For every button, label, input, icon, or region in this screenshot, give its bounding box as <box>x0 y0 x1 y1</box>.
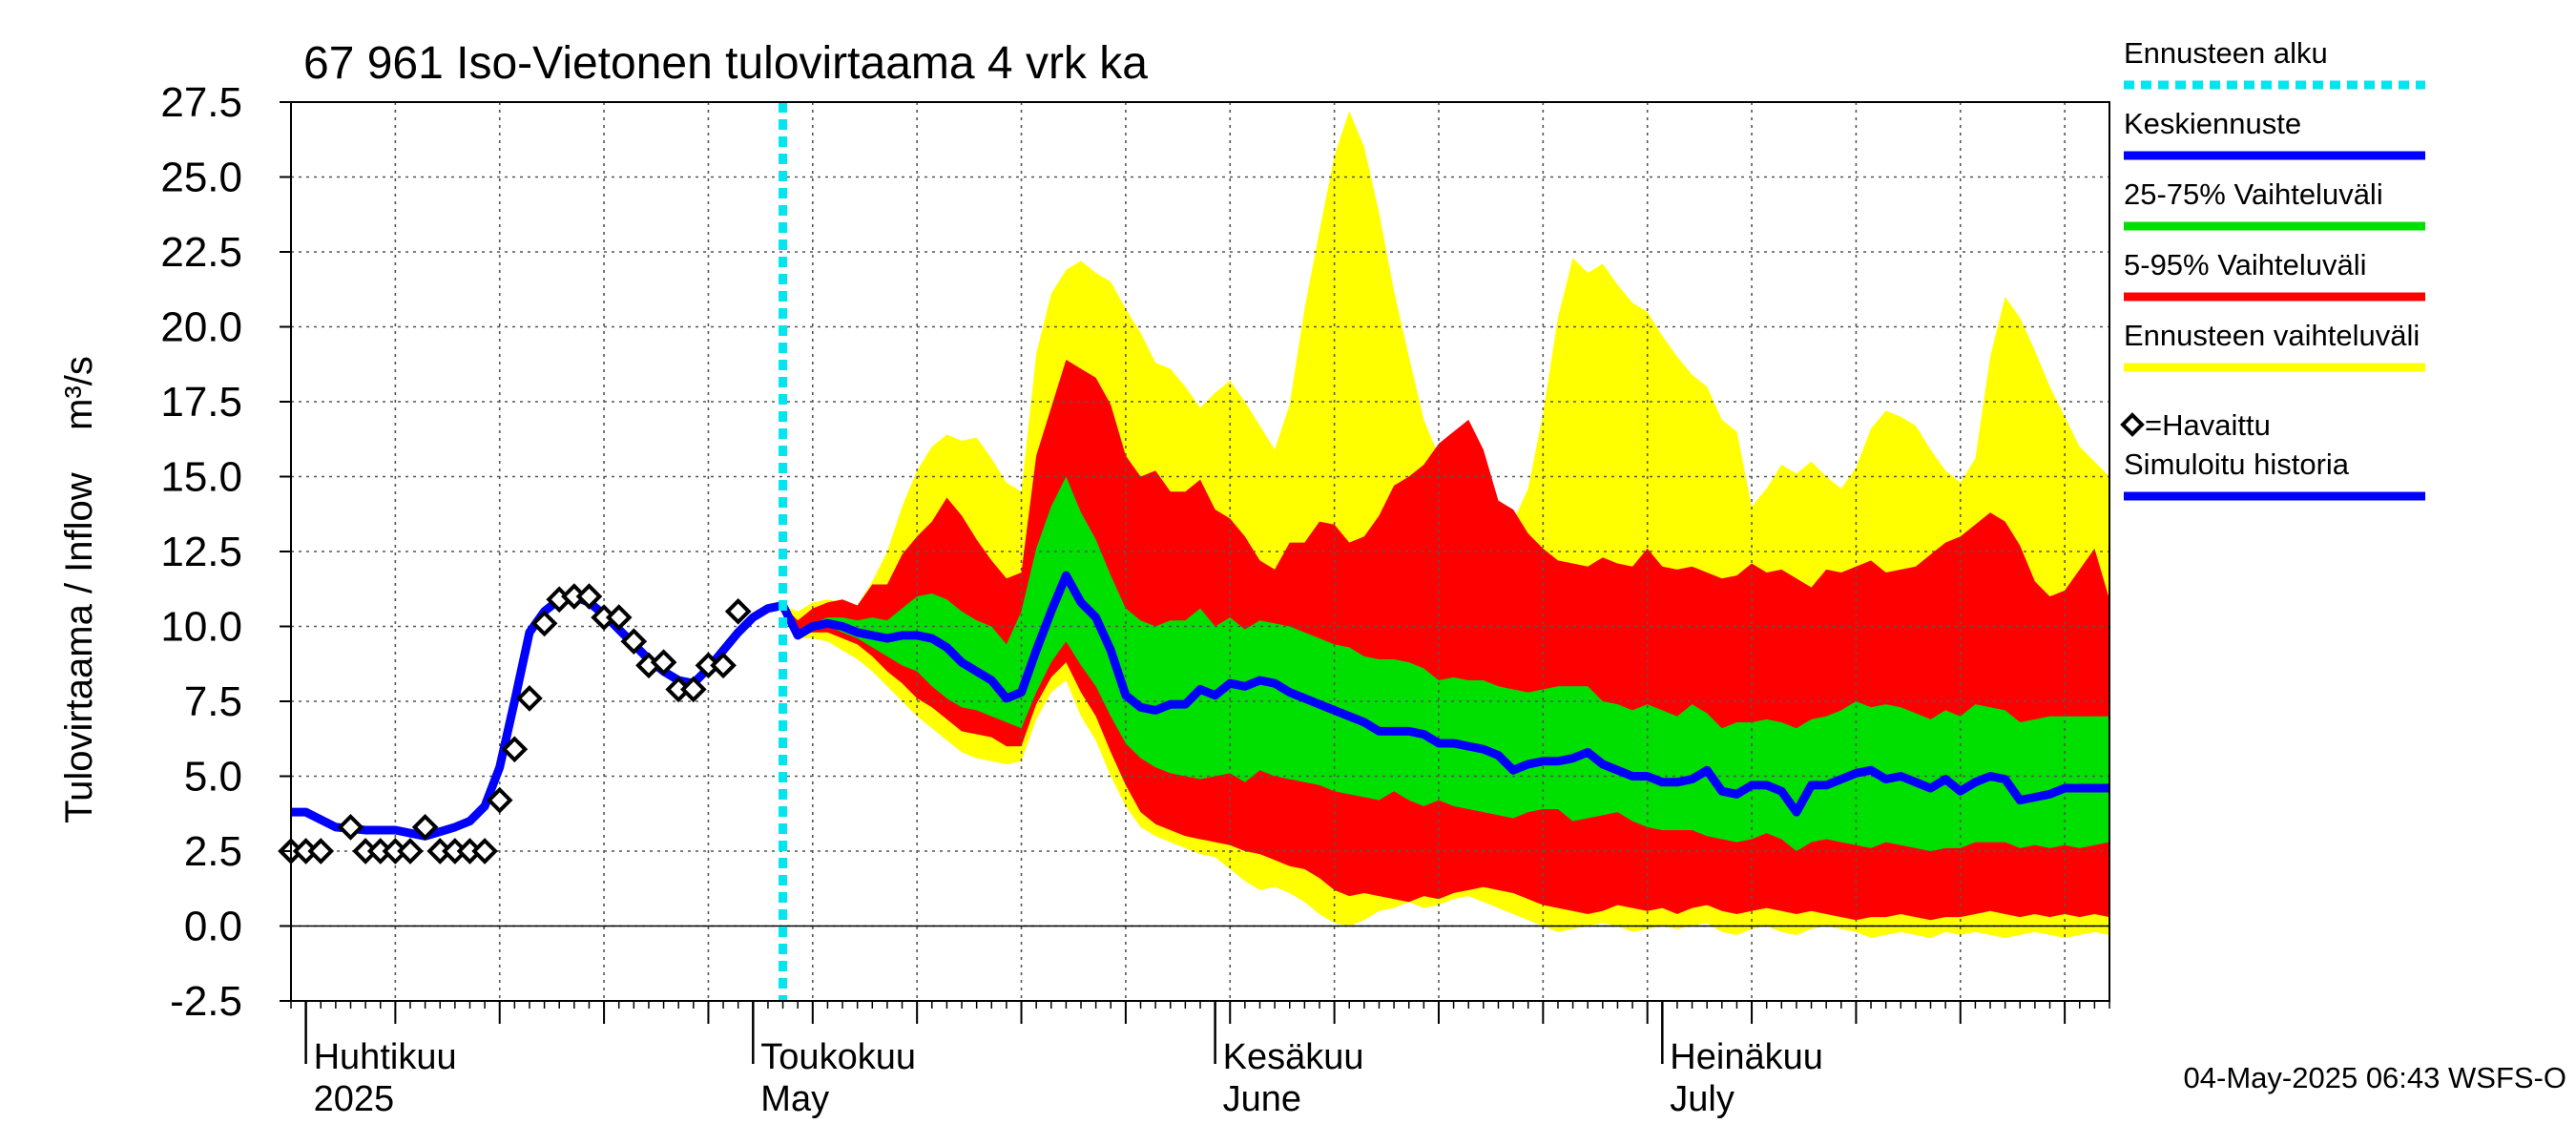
legend-label: Keskiennuste <box>2124 107 2301 140</box>
month-label-en: May <box>760 1079 829 1119</box>
y-axis-label: Tulovirtaama / Inflow m³/s <box>58 356 100 823</box>
axes: -2.5 0.0 2.5 5.0 7.5 10.0 12.5 15.0 17.5 20.0 22.5… <box>160 79 2110 1119</box>
band-25-75 <box>782 476 2109 851</box>
observed-point <box>710 652 737 679</box>
y-tick-label: 17.5 <box>160 379 242 426</box>
y-tick-label: 27.5 <box>160 79 242 126</box>
legend-label: 25-75% Vaihteluväli <box>2124 177 2383 211</box>
observed-point <box>724 597 752 625</box>
month-label-en: 2025 <box>314 1079 395 1119</box>
y-tick-label: 20.0 <box>160 304 242 351</box>
observed-point <box>307 838 335 864</box>
y-tick-label: 10.0 <box>160 604 242 651</box>
legend: Ennusteen alku Keskiennuste 25-75% Vaihtel… <box>2120 36 2425 501</box>
month-label-en: June <box>1223 1079 1301 1119</box>
y-tick-label: 0.0 <box>184 904 242 950</box>
observed-point <box>411 814 439 841</box>
y-tick-label: 7.5 <box>184 678 242 725</box>
observed-point <box>471 838 498 864</box>
timestamp: 04-May-2025 06:43 WSFS-O <box>2184 1061 2566 1094</box>
y-tick-label: 25.0 <box>160 155 242 201</box>
observed-point <box>650 649 677 677</box>
forecast-bands <box>782 111 2109 939</box>
observed-markers <box>278 583 752 864</box>
legend-label: Ennusteen alku <box>2124 36 2328 70</box>
y-tick-label: 15.0 <box>160 454 242 501</box>
observed-point <box>486 786 513 814</box>
y-tick-label: 5.0 <box>184 754 242 801</box>
observed-point <box>337 814 364 841</box>
month-label-fi: Toukokuu <box>760 1037 916 1077</box>
observed-point <box>575 583 603 610</box>
month-label-fi: Heinäkuu <box>1670 1037 1823 1077</box>
observed-point <box>679 676 707 703</box>
legend-label: Simuloitu historia <box>2124 448 2350 481</box>
legend-label: =Havaittu <box>2145 408 2271 442</box>
observed-point <box>516 685 543 712</box>
month-label-fi: Kesäkuu <box>1223 1037 1364 1077</box>
observed-point <box>501 736 529 763</box>
month-label-fi: Huhtikuu <box>314 1037 457 1077</box>
chart-title: 67 961 Iso-Vietonen tulovirtaama 4 vrk k… <box>303 38 1148 89</box>
y-tick-label: -2.5 <box>170 978 242 1025</box>
observed-point <box>620 628 648 656</box>
legend-diamond-icon <box>2120 412 2145 437</box>
month-label-en: July <box>1670 1079 1735 1119</box>
legend-label: Ennusteen vaihteluväli <box>2124 319 2420 352</box>
observed-point <box>397 838 424 864</box>
observed-point <box>605 604 633 631</box>
observed-point <box>530 610 558 637</box>
legend-label: 5-95% Vaihteluväli <box>2124 248 2366 281</box>
y-tick-label: 2.5 <box>184 828 242 875</box>
y-tick-label: 12.5 <box>160 529 242 575</box>
y-tick-label: 22.5 <box>160 229 242 276</box>
forecast-mean-line <box>779 571 2109 817</box>
